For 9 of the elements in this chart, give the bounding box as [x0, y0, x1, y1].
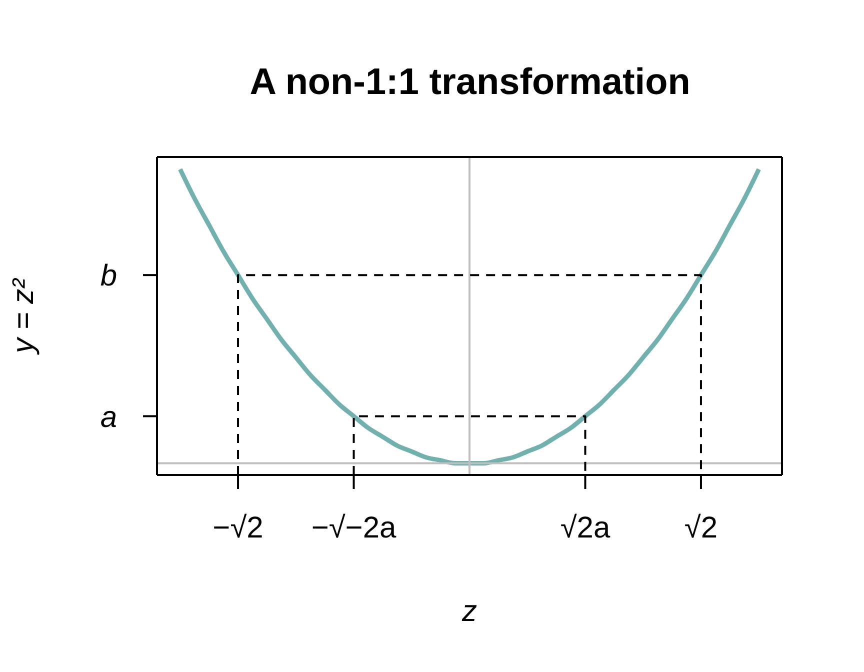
x-tick-label: −√−2a — [311, 511, 397, 544]
x-tick-label: √2a — [560, 511, 610, 544]
chart-title: A non-1:1 transformation — [248, 61, 692, 102]
x-tick-label: −√2 — [212, 511, 264, 544]
text: a — [100, 400, 117, 434]
y-axis-title: y = z² — [7, 278, 40, 356]
text: b — [100, 260, 117, 293]
x-tick-label: √2 — [684, 511, 718, 544]
x-axis-title: z — [461, 595, 477, 628]
